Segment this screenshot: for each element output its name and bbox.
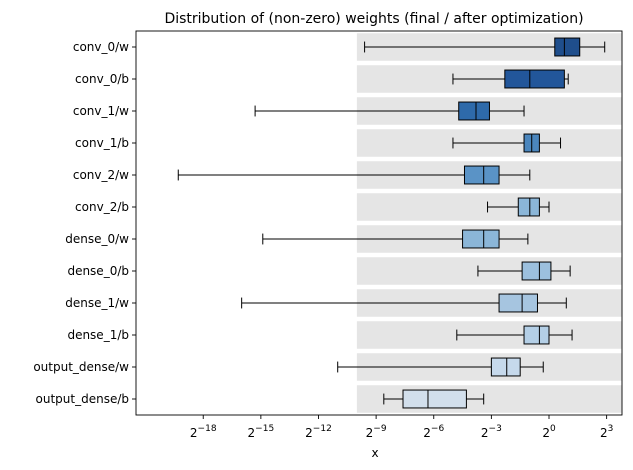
box	[504, 69, 565, 89]
y-tick-label: dense_0/b	[67, 264, 129, 278]
whisker-group	[262, 233, 529, 245]
x-tick-label: 2−3	[481, 424, 502, 440]
box	[462, 229, 500, 249]
x-axis-label: x	[371, 446, 378, 460]
whisker-group	[241, 297, 567, 309]
y-tick-label: output_dense/w	[33, 360, 129, 374]
whisker-group	[452, 137, 562, 149]
box	[463, 165, 500, 185]
y-tick-label: conv_0/w	[73, 40, 129, 54]
x-tick-label: 2−6	[423, 424, 444, 440]
whisker-group	[254, 105, 525, 117]
x-tick-label: 2−15	[248, 424, 275, 440]
x-tick-label: 20	[542, 424, 556, 440]
whisker-group	[177, 169, 531, 181]
x-tick-label: 23	[600, 424, 613, 440]
x-tick-label: 2−18	[190, 424, 217, 440]
y-tick-label: dense_1/w	[65, 296, 129, 310]
box	[554, 37, 581, 57]
x-tick-label: 2−12	[305, 424, 332, 440]
y-tick-label: conv_0/b	[75, 72, 129, 86]
box	[498, 293, 538, 313]
y-tick-label: dense_0/w	[65, 232, 129, 246]
box	[402, 389, 467, 409]
x-axis: 2−18 2−15 2−12 2−9 2−6 2−3 20 23	[190, 415, 613, 440]
whisker-group	[456, 329, 573, 341]
y-tick-label: conv_1/w	[73, 104, 129, 118]
box	[523, 325, 550, 345]
whisker-group	[477, 265, 571, 277]
whisker-group	[337, 361, 544, 373]
box	[490, 357, 521, 377]
y-tick-label: dense_1/b	[67, 328, 129, 342]
y-tick-label: conv_2/w	[73, 168, 129, 182]
plot-frame	[135, 30, 623, 416]
y-tick-label: output_dense/b	[36, 392, 129, 406]
whisker-group	[364, 41, 606, 53]
x-tick-label: 2−9	[366, 424, 387, 440]
whisker-group	[487, 201, 550, 213]
box	[458, 101, 490, 121]
plot-area	[177, 33, 622, 413]
box	[517, 197, 540, 217]
box	[521, 261, 552, 281]
whisker-group	[383, 393, 485, 405]
y-tick-label: conv_1/b	[75, 136, 129, 150]
y-tick-label: conv_2/b	[75, 200, 129, 214]
y-axis: conv_0/w conv_0/b conv_1/w conv_1/b conv_2/w…	[33, 40, 136, 406]
chart-title: Distribution of (non-zero) weights (fina…	[164, 11, 583, 27]
whisker-group	[452, 73, 569, 85]
